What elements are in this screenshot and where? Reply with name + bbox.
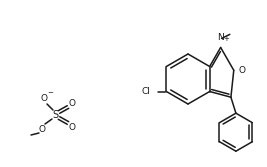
Text: N: N	[217, 33, 224, 42]
Text: O: O	[38, 125, 45, 133]
Text: +: +	[223, 36, 229, 42]
Text: O: O	[69, 99, 76, 108]
Text: O: O	[69, 123, 76, 131]
Text: S: S	[52, 110, 58, 120]
Text: Cl: Cl	[142, 87, 150, 96]
Text: O: O	[239, 66, 246, 75]
Text: O: O	[41, 94, 48, 103]
Text: −: −	[47, 90, 53, 96]
